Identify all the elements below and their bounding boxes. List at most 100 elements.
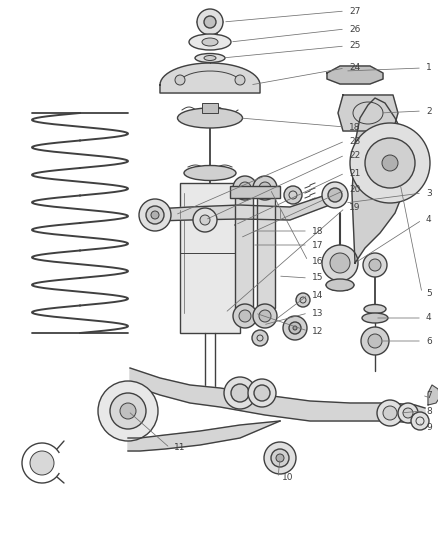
Polygon shape [155, 192, 335, 221]
Circle shape [363, 253, 387, 277]
Circle shape [296, 293, 310, 307]
Text: 11: 11 [174, 443, 186, 453]
Text: 4: 4 [426, 215, 431, 224]
Circle shape [224, 377, 256, 409]
Text: 7: 7 [426, 391, 432, 400]
Polygon shape [128, 421, 280, 451]
Circle shape [151, 211, 159, 219]
Circle shape [322, 245, 358, 281]
Circle shape [264, 442, 296, 474]
Text: 13: 13 [312, 309, 324, 318]
Bar [257, 193, 275, 308]
Circle shape [328, 188, 342, 202]
Circle shape [120, 403, 136, 419]
Circle shape [271, 449, 289, 467]
Circle shape [368, 334, 382, 348]
Text: 18: 18 [349, 123, 360, 132]
Bar [235, 193, 253, 308]
Text: 2: 2 [426, 107, 431, 116]
Circle shape [284, 186, 302, 204]
Circle shape [350, 123, 430, 203]
Circle shape [403, 408, 413, 418]
Polygon shape [130, 368, 425, 425]
Circle shape [235, 75, 245, 85]
Circle shape [233, 176, 257, 200]
Circle shape [146, 206, 164, 224]
Circle shape [276, 454, 284, 462]
Bar [180, 183, 240, 333]
Text: 16: 16 [312, 256, 324, 265]
Text: 4: 4 [426, 313, 431, 322]
Text: 26: 26 [349, 25, 360, 34]
Text: 15: 15 [312, 273, 324, 282]
Bar [202, 103, 218, 113]
Circle shape [369, 259, 381, 271]
Polygon shape [160, 63, 260, 93]
Text: 6: 6 [426, 336, 432, 345]
Text: 10: 10 [282, 473, 293, 482]
Circle shape [293, 326, 297, 330]
Circle shape [259, 182, 271, 194]
Circle shape [200, 215, 210, 225]
Ellipse shape [326, 279, 354, 291]
Text: 3: 3 [426, 189, 432, 198]
Circle shape [322, 182, 348, 208]
Text: 14: 14 [312, 290, 323, 300]
Circle shape [283, 316, 307, 340]
Circle shape [398, 403, 418, 423]
Circle shape [361, 327, 389, 355]
Text: 9: 9 [426, 424, 432, 432]
Circle shape [253, 176, 277, 200]
Bar [230, 186, 280, 198]
Ellipse shape [202, 38, 218, 46]
Text: 18: 18 [312, 227, 324, 236]
Polygon shape [352, 98, 408, 263]
Circle shape [175, 75, 185, 85]
Text: 25: 25 [349, 42, 360, 51]
Circle shape [98, 381, 158, 441]
Circle shape [197, 9, 223, 35]
Text: 20: 20 [349, 185, 360, 195]
Polygon shape [338, 95, 398, 131]
Polygon shape [428, 385, 438, 405]
Text: 8: 8 [426, 407, 432, 416]
Text: 5: 5 [426, 288, 432, 297]
Circle shape [254, 385, 270, 401]
Circle shape [377, 400, 403, 426]
Text: 19: 19 [349, 204, 360, 213]
Text: 12: 12 [312, 327, 323, 335]
Text: 22: 22 [349, 150, 360, 159]
Circle shape [239, 310, 251, 322]
Circle shape [252, 330, 268, 346]
Circle shape [383, 406, 397, 420]
Ellipse shape [189, 34, 231, 50]
Circle shape [330, 253, 350, 273]
Circle shape [204, 16, 216, 28]
Circle shape [289, 322, 301, 334]
Circle shape [239, 182, 251, 194]
Circle shape [139, 199, 171, 231]
Ellipse shape [184, 166, 236, 181]
Circle shape [110, 393, 146, 429]
Polygon shape [327, 66, 383, 84]
Text: 17: 17 [312, 240, 324, 249]
Text: 1: 1 [426, 63, 432, 72]
Circle shape [30, 451, 54, 475]
Circle shape [365, 138, 415, 188]
Ellipse shape [364, 304, 386, 313]
Ellipse shape [204, 55, 216, 61]
Circle shape [248, 379, 276, 407]
Circle shape [259, 310, 271, 322]
Text: 24: 24 [349, 63, 360, 72]
Text: 27: 27 [349, 6, 360, 15]
Circle shape [411, 412, 429, 430]
Ellipse shape [362, 313, 388, 323]
Text: 23: 23 [349, 136, 360, 146]
Circle shape [231, 384, 249, 402]
Circle shape [233, 304, 257, 328]
Ellipse shape [177, 108, 243, 128]
Circle shape [253, 304, 277, 328]
Ellipse shape [195, 53, 225, 62]
Circle shape [193, 208, 217, 232]
Text: 21: 21 [349, 168, 360, 177]
